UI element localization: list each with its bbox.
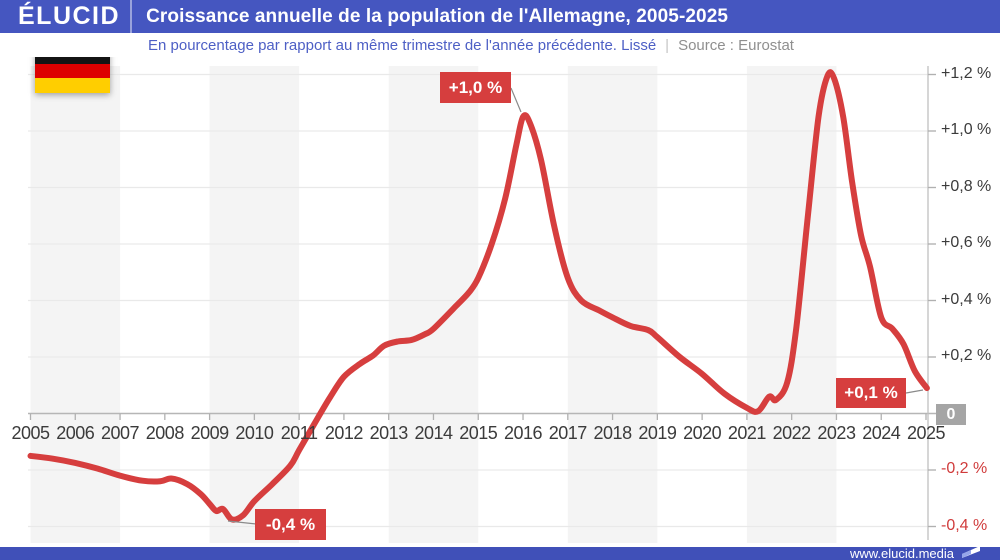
x-axis-label: 2024 [862, 423, 901, 443]
annotation-callout-line [905, 389, 924, 394]
flag-band-gold [35, 78, 110, 94]
x-axis-label: 2010 [235, 423, 274, 443]
x-axis-label: 2023 [817, 423, 856, 443]
x-axis-label: 2005 [11, 423, 50, 443]
elucid-pennant-icon [962, 545, 980, 558]
annotation-callout-line [227, 520, 257, 525]
y-axis-label: +0,8 % [941, 177, 992, 195]
zero-axis-badge: 0 [936, 404, 966, 425]
x-axis-label: 2012 [324, 423, 364, 443]
x-axis-label: 2022 [772, 423, 812, 443]
y-axis-label: +0,4 % [941, 290, 992, 308]
year-stripe [209, 66, 300, 543]
annotation-min-2009: -0,4 % [255, 509, 326, 540]
x-axis-label: 2007 [101, 423, 140, 443]
y-axis-label: +1,0 % [941, 121, 992, 138]
x-axis-label: 2015 [459, 423, 498, 443]
y-axis-label: -0,4 % [941, 516, 988, 534]
x-axis-label: 2016 [503, 423, 543, 443]
x-axis-label: 2019 [638, 423, 677, 443]
source-label: Source : Eurostat [678, 36, 794, 54]
footer-website-link[interactable]: www.elucid.media [849, 546, 954, 560]
x-axis-label: 2018 [593, 423, 633, 443]
x-axis-label: 2009 [190, 423, 230, 443]
header-bar: ÉLUCID Croissance annuelle de la populat… [0, 0, 1000, 33]
x-axis-label: 2011 [280, 423, 318, 443]
y-axis-label: +0,2 % [941, 347, 992, 364]
x-axis-label: 2008 [145, 423, 185, 443]
annotation-latest-value: +0,1 % [836, 378, 906, 408]
annotation-peak-2016: +1,0 % [440, 72, 511, 103]
y-axis-label: -0,2 % [941, 460, 988, 477]
year-stripe [746, 66, 837, 543]
footer-bar: www.elucid.media [0, 545, 1000, 560]
population-growth-line [27, 69, 930, 523]
x-axis-label: 2020 [683, 423, 722, 443]
x-axis-label: 2013 [369, 423, 409, 443]
y-axis-label: +1,2 % [941, 64, 992, 82]
year-stripe [388, 66, 479, 543]
chart-title: Croissance annuelle de la population de … [146, 5, 729, 27]
header-divider [130, 0, 133, 33]
elucid-logo: ÉLUCID [18, 2, 121, 30]
x-axis-label: 2017 [548, 423, 588, 443]
x-axis-label: 2025 [906, 423, 946, 443]
x-axis-label: 2006 [56, 423, 95, 443]
flag-band-red [35, 63, 110, 79]
x-axis-label: 2021 [727, 423, 767, 443]
chart-subtitle: En pourcentage par rapport au même trime… [148, 36, 657, 54]
y-axis-label: +0,6 % [941, 234, 992, 251]
subtitle-row: En pourcentage par rapport au même trime… [5, 33, 994, 57]
annotation-callout-line [510, 87, 522, 113]
subtitle-separator: | [665, 36, 670, 54]
x-axis-label: 2014 [414, 423, 453, 443]
